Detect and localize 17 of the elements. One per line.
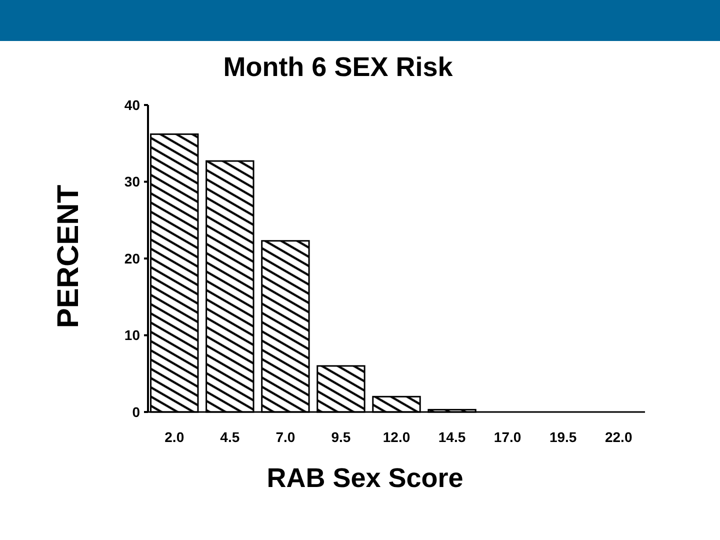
- y-tick-label: 10: [124, 327, 140, 344]
- y-axis-title: PERCENT: [52, 184, 85, 328]
- x-tick-label: 2.0: [164, 429, 184, 445]
- x-tick-label: 17.0: [494, 429, 522, 445]
- chart-title: Month 6 SEX Risk: [223, 52, 454, 82]
- y-tick-label: 20: [124, 250, 140, 266]
- x-tick-label: 14.5: [438, 429, 466, 445]
- x-axis-title: RAB Sex Score: [266, 463, 464, 493]
- x-tick-label: 12.0: [382, 429, 410, 445]
- y-tick-label: 0: [132, 404, 140, 420]
- x-tick-label: 4.5: [220, 429, 240, 445]
- x-tick-label: 22.0: [605, 429, 632, 445]
- y-tick-label: 40: [124, 96, 140, 113]
- x-tick-label: 9.5: [331, 429, 351, 445]
- x-tick-label: 7.0: [276, 429, 296, 445]
- y-tick-label: 30: [124, 174, 140, 190]
- x-tick-label: 19.5: [549, 429, 577, 445]
